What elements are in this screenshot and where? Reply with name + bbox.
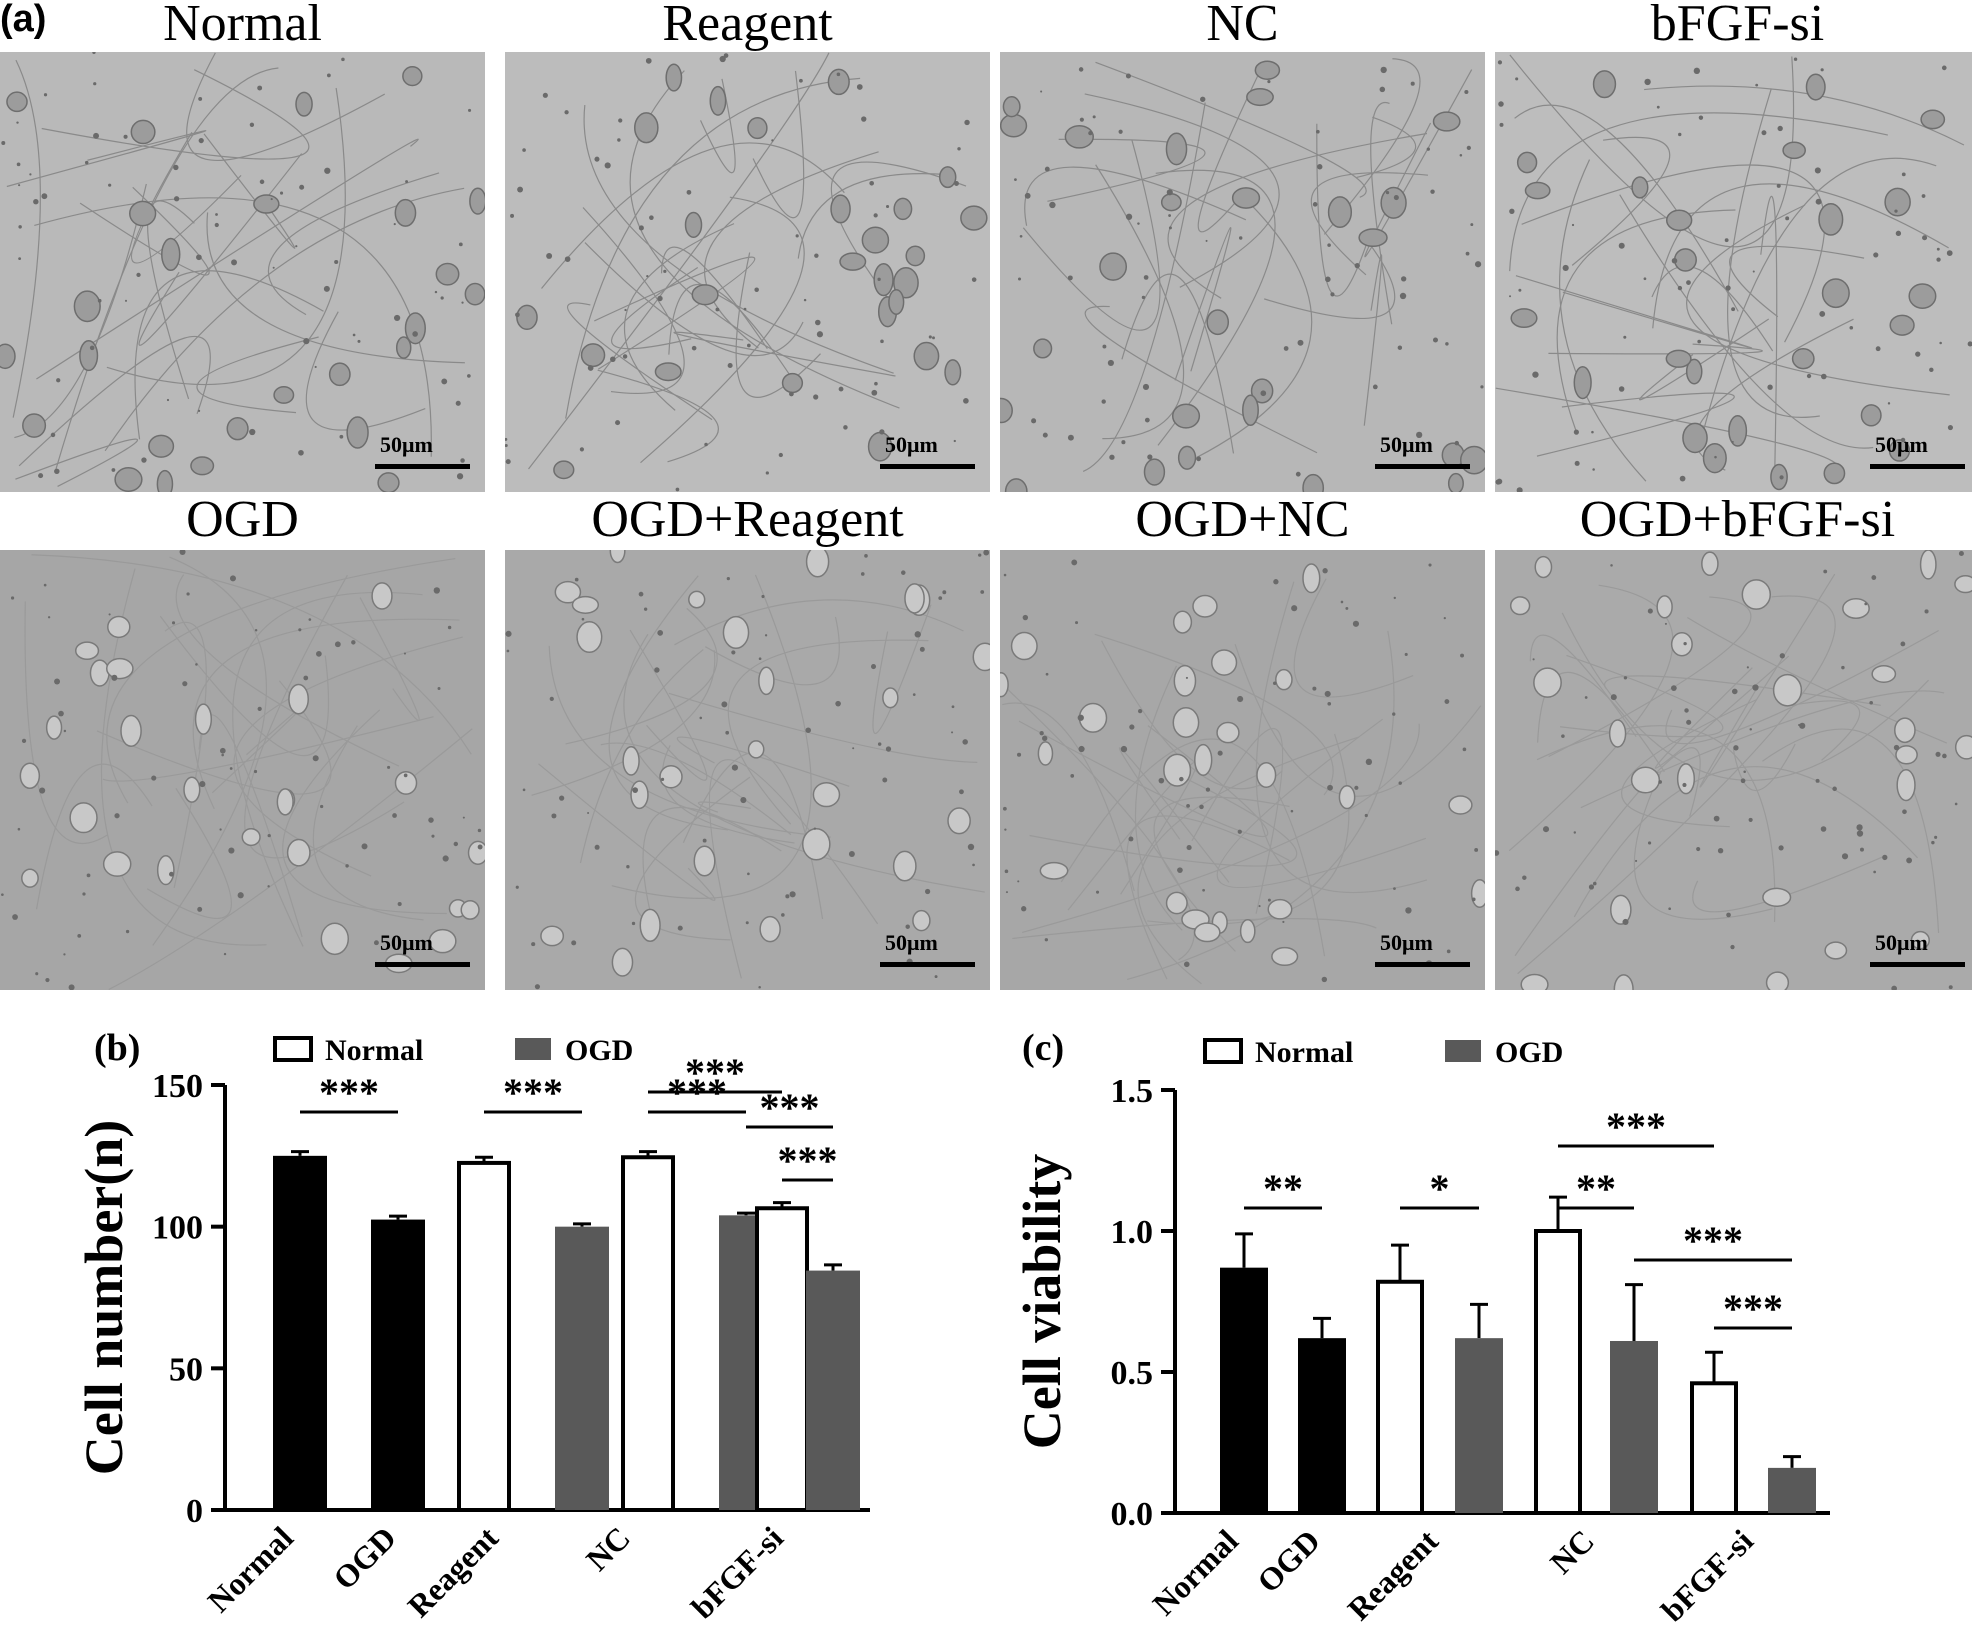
bar bbox=[1298, 1338, 1346, 1513]
significance-stars: *** bbox=[778, 1138, 838, 1183]
chart-b-cell-number: (b) Normal OGD 0 50 100 150 Cell number(n) Norma… bbox=[80, 1027, 870, 1625]
bar bbox=[1690, 1381, 1738, 1515]
bar bbox=[621, 1155, 675, 1512]
significance-stars: ** bbox=[1576, 1166, 1616, 1211]
legend-swatch-ogd bbox=[515, 1038, 551, 1060]
scale-bar bbox=[880, 962, 975, 967]
micrograph-title: OGD+Reagent bbox=[591, 491, 904, 548]
micrograph-title: bFGF-si bbox=[1650, 0, 1825, 52]
micrograph-title: OGD+bFGF-si bbox=[1579, 491, 1896, 548]
micrograph-title: OGD bbox=[186, 491, 299, 548]
micrograph-image bbox=[1495, 550, 1972, 990]
x-tick-label: Normal bbox=[200, 1519, 300, 1619]
scale-bar-label: 50μm bbox=[885, 432, 938, 457]
x-tick-label: OGD bbox=[326, 1519, 403, 1596]
scale-bar-label: 50μm bbox=[1380, 930, 1433, 955]
significance-stars: *** bbox=[503, 1070, 563, 1115]
scale-bar-label: 50μm bbox=[380, 930, 433, 955]
scale-bar bbox=[1870, 962, 1965, 967]
scale-bar bbox=[1375, 962, 1470, 967]
bar bbox=[1220, 1267, 1268, 1513]
significance-stars: *** bbox=[1606, 1104, 1666, 1149]
micrograph-image bbox=[1495, 52, 1972, 492]
bar bbox=[555, 1226, 609, 1510]
bar bbox=[457, 1160, 511, 1513]
legend-label-normal: Normal bbox=[325, 1034, 423, 1067]
legend-swatch-normal bbox=[273, 1036, 313, 1062]
scale-bar-label: 50μm bbox=[380, 432, 433, 457]
micrograph-image bbox=[505, 52, 990, 492]
bar bbox=[755, 1206, 809, 1512]
panel-a-letter: (a) bbox=[0, 0, 47, 40]
scale-bar bbox=[375, 464, 470, 469]
micrograph-title: Normal bbox=[163, 0, 322, 52]
panel-letter: (b) bbox=[94, 1027, 140, 1069]
micrograph-image bbox=[1000, 52, 1485, 492]
x-tick-label: bFGF-si bbox=[684, 1519, 790, 1625]
legend-label-ogd: OGD bbox=[565, 1034, 633, 1067]
legend-label-normal: Normal bbox=[1255, 1036, 1353, 1069]
micrograph-image bbox=[1000, 550, 1485, 990]
significance-stars: *** bbox=[685, 1050, 745, 1095]
scale-bar-label: 50μm bbox=[885, 930, 938, 955]
x-tick-label: Reagent bbox=[400, 1519, 505, 1624]
y-tick-label: 1.0 bbox=[1111, 1214, 1154, 1251]
significance-stars: *** bbox=[1723, 1286, 1783, 1331]
bar bbox=[1610, 1340, 1658, 1513]
bar bbox=[806, 1270, 860, 1510]
x-tick-label: OGD bbox=[1250, 1522, 1327, 1599]
bar bbox=[1376, 1279, 1424, 1516]
x-tick-label: Reagent bbox=[1340, 1522, 1445, 1627]
x-tick-label: bFGF-si bbox=[1654, 1522, 1760, 1628]
micrograph-image bbox=[0, 52, 485, 492]
legend-label-ogd: OGD bbox=[1495, 1036, 1563, 1069]
bar bbox=[1534, 1229, 1582, 1515]
y-axis-label: Cell viability bbox=[1012, 1154, 1072, 1450]
legend-swatch-normal bbox=[1203, 1038, 1243, 1064]
significance-stars: *** bbox=[319, 1070, 379, 1115]
x-tick-label: NC bbox=[579, 1519, 637, 1577]
scale-bar bbox=[1870, 464, 1965, 469]
y-tick-label: 0 bbox=[186, 1493, 203, 1530]
significance-stars: * bbox=[1430, 1166, 1450, 1211]
y-tick-label: 150 bbox=[152, 1068, 203, 1105]
bar bbox=[273, 1155, 327, 1510]
x-tick-label: NC bbox=[1543, 1522, 1601, 1580]
legend-swatch-ogd bbox=[1445, 1040, 1481, 1062]
scale-bar bbox=[1375, 464, 1470, 469]
y-tick-label: 0.0 bbox=[1111, 1496, 1154, 1533]
bar bbox=[1768, 1467, 1816, 1513]
scale-bar bbox=[375, 962, 470, 967]
micrograph-image bbox=[505, 550, 990, 990]
y-tick-label: 50 bbox=[169, 1351, 203, 1388]
y-tick-label: 100 bbox=[152, 1210, 203, 1247]
significance-stars: ** bbox=[1263, 1166, 1303, 1211]
scale-bar-label: 50μm bbox=[1380, 432, 1433, 457]
bar bbox=[371, 1219, 425, 1510]
scale-bar-label: 50μm bbox=[1875, 930, 1928, 955]
bar bbox=[1455, 1338, 1503, 1513]
micrograph-title: OGD+NC bbox=[1135, 491, 1350, 548]
micrograph-title: NC bbox=[1206, 0, 1279, 52]
scale-bar-label: 50μm bbox=[1875, 432, 1928, 457]
scale-bar bbox=[880, 464, 975, 469]
panel-letter: (c) bbox=[1022, 1027, 1064, 1069]
micrograph-image bbox=[0, 550, 485, 990]
x-tick-label: Normal bbox=[1145, 1522, 1245, 1622]
significance-stars: *** bbox=[1683, 1218, 1743, 1263]
micrograph-title: Reagent bbox=[662, 0, 833, 52]
y-tick-label: 1.5 bbox=[1111, 1073, 1154, 1110]
y-axis-label: Cell number(n) bbox=[80, 1120, 134, 1475]
y-tick-label: 0.5 bbox=[1111, 1355, 1154, 1392]
